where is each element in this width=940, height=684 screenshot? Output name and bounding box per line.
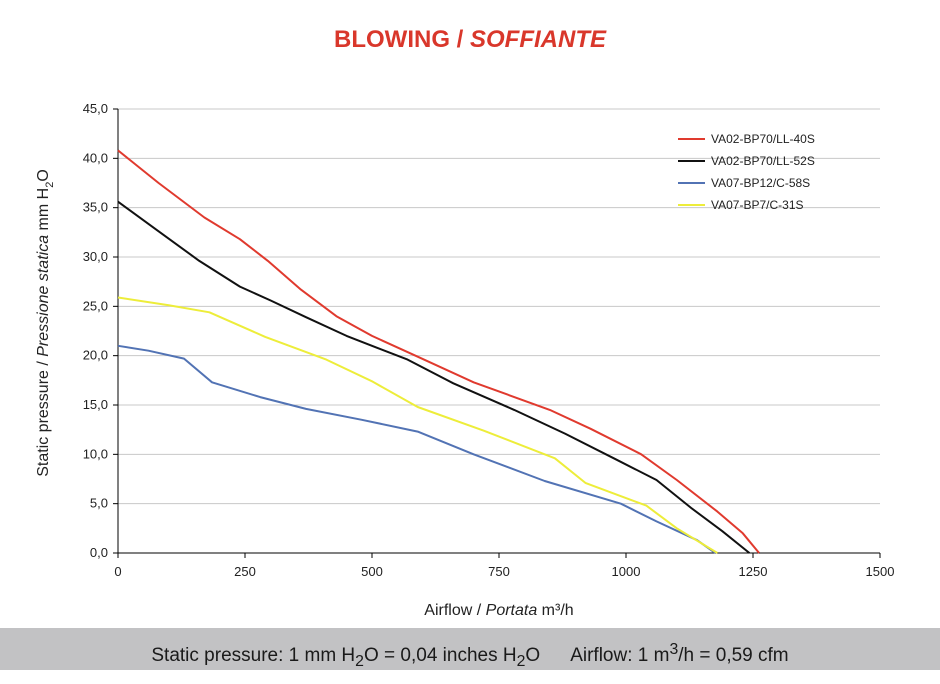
legend-label: VA02-BP70/LL-52S bbox=[711, 154, 815, 168]
x-tick-label: 500 bbox=[361, 564, 383, 579]
pressure-conversion: Static pressure: 1 mm H2O = 0,04 inches … bbox=[151, 645, 541, 671]
title-italic: SOFFIANTE bbox=[469, 26, 606, 53]
y-tick-label: 40,0 bbox=[83, 150, 108, 165]
y-tick-label: 25,0 bbox=[83, 298, 108, 313]
x-tick-label: 0 bbox=[114, 564, 121, 579]
y-tick-label: 20,0 bbox=[83, 348, 108, 363]
y-tick-label: 10,0 bbox=[83, 446, 108, 461]
x-tick-label: 1000 bbox=[612, 564, 641, 579]
y-tick-label: 5,0 bbox=[90, 496, 108, 511]
chart-title: BLOWING / SOFFIANTE bbox=[0, 26, 940, 54]
x-axis-title: Airflow / Portata m³/h bbox=[424, 602, 573, 619]
legend-label: VA07-BP7/C-31S bbox=[711, 198, 804, 212]
x-tick-label: 250 bbox=[234, 564, 256, 579]
series-line-3 bbox=[117, 344, 716, 554]
y-tick-label: 35,0 bbox=[83, 200, 108, 215]
y-axis-title: Static pressure / Pressione statica mm H… bbox=[35, 169, 56, 477]
chart: 0,0 5,0 10,0 15,0 20,0 25,0 30,0 35,0 40,0 45,0 0 2… bbox=[35, 101, 895, 619]
series-line-2 bbox=[117, 200, 751, 554]
series-line-4 bbox=[117, 296, 718, 554]
y-tick-label: 0,0 bbox=[90, 545, 108, 560]
x-tick-label: 1250 bbox=[739, 564, 768, 579]
x-tick-label: 750 bbox=[488, 564, 510, 579]
y-tick-label: 45,0 bbox=[83, 101, 108, 116]
series-line-1 bbox=[117, 149, 760, 554]
legend-label: VA07-BP12/C-58S bbox=[711, 176, 810, 190]
y-tick-label: 30,0 bbox=[83, 249, 108, 264]
legend-label: VA02-BP70/LL-40S bbox=[711, 132, 815, 146]
conversion-footer: Static pressure: 1 mm H2O = 0,04 inches … bbox=[0, 628, 940, 670]
airflow-conversion: Airflow: 1 m3/h = 0,59 cfm bbox=[570, 641, 789, 667]
title-main: BLOWING / bbox=[334, 26, 470, 53]
y-tick-label: 15,0 bbox=[83, 397, 108, 412]
x-tick-label: 1500 bbox=[866, 564, 895, 579]
